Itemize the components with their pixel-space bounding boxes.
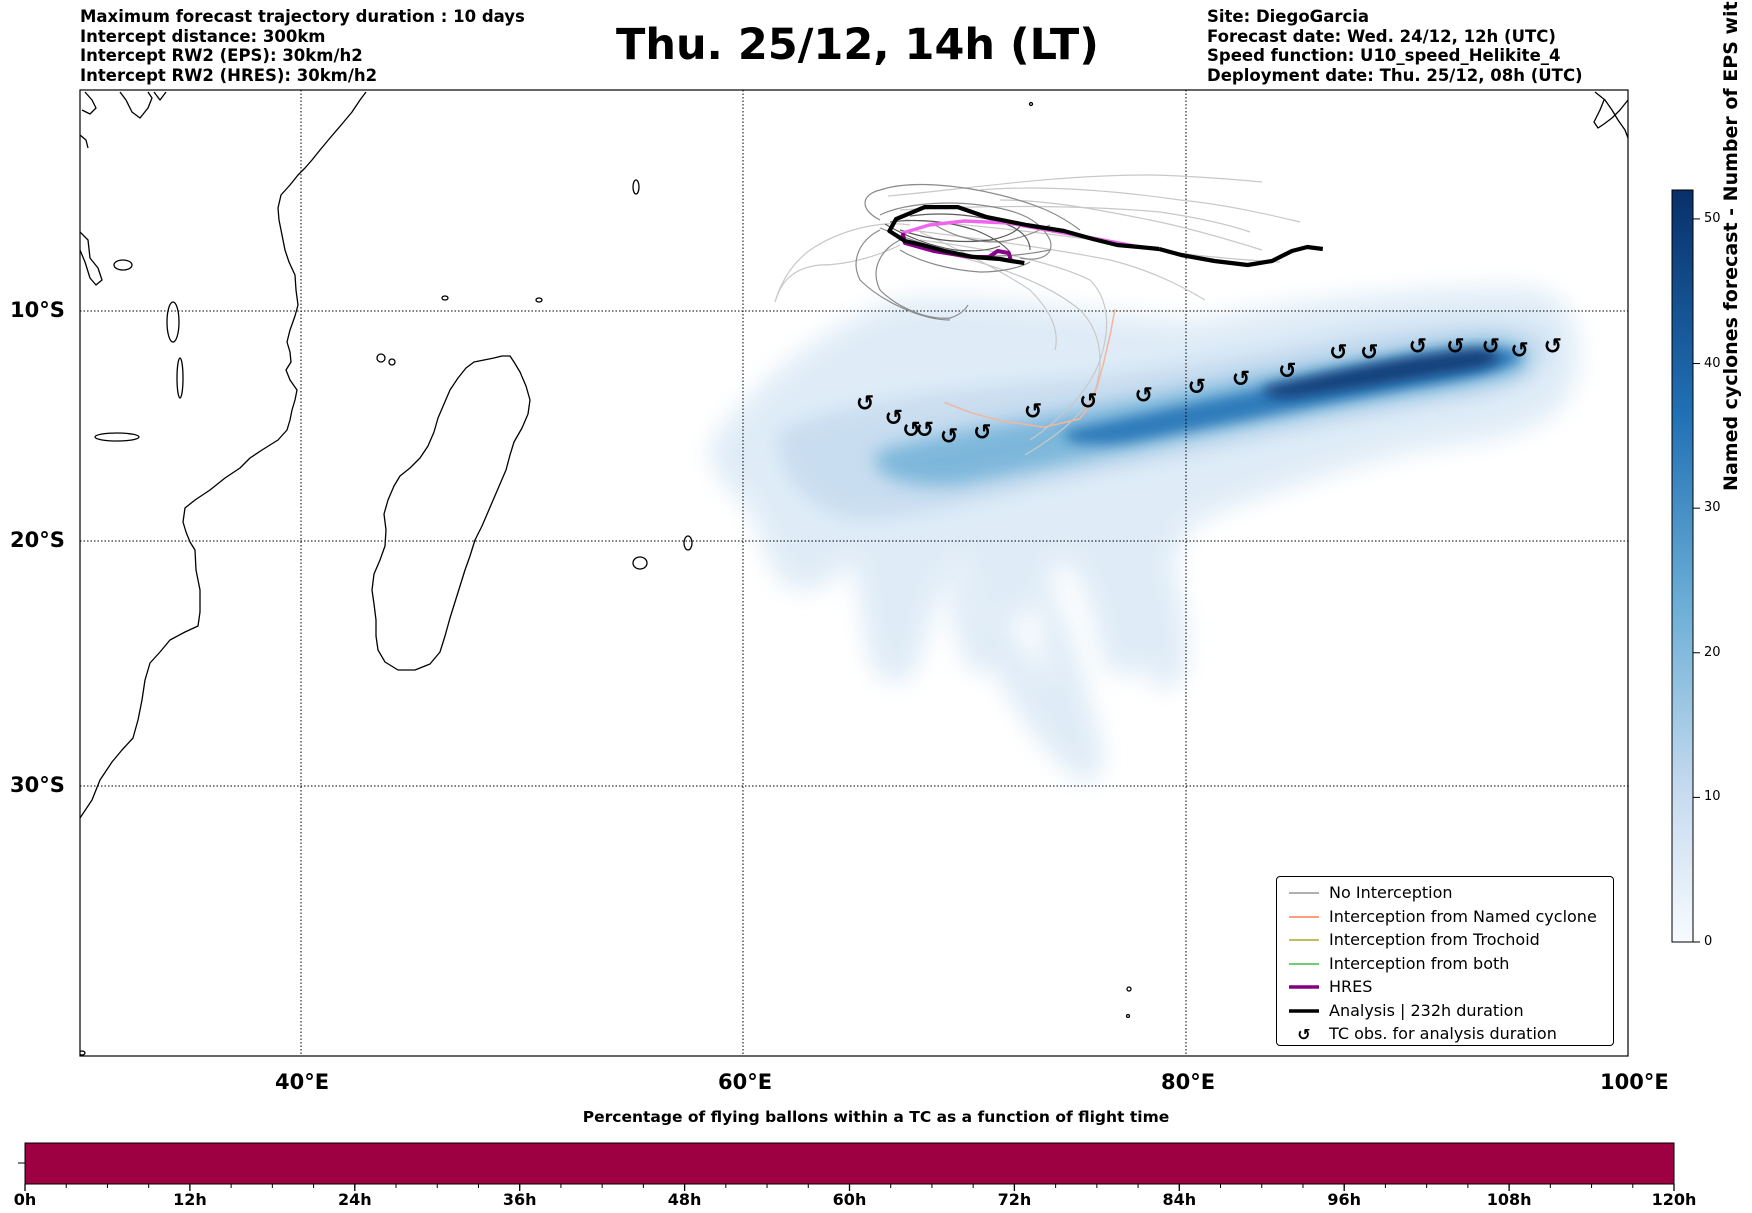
page-title: Thu. 25/12, 14h (LT): [616, 20, 1099, 70]
x-tick-80e: 80°E: [1161, 1070, 1216, 1094]
tc-observation-icon: ↺: [1134, 383, 1152, 408]
legend-item: Interception from both: [1277, 953, 1613, 976]
coastlines: [80, 91, 1628, 1056]
site-line: Speed function: U10_speed_Helikite_4: [1207, 46, 1561, 65]
tc-observation-icon: ↺: [1024, 400, 1042, 425]
madagascar-coastline: [371, 355, 531, 671]
site-line: Deployment date: Thu. 25/12, 08h (UTC): [1207, 65, 1583, 85]
param-line: Intercept RW2 (EPS): 30km/h2: [80, 46, 363, 65]
x-tick-60e: 60°E: [718, 1070, 773, 1094]
colorbar-tick-label: 30: [1704, 500, 1721, 516]
tc-observation-icon: ↺: [1278, 359, 1296, 384]
tc-observation-icon: ↺: [885, 406, 903, 431]
flight-time-tick-label: 120h: [1651, 1190, 1697, 1209]
tc-observation-icon: ↺: [1544, 335, 1562, 360]
legend-item: Interception from Named cyclone: [1277, 906, 1613, 929]
flight-time-tick-label: 48h: [667, 1190, 702, 1209]
analysis-track: [887, 205, 1160, 266]
legend-label: Interception from Trochoid: [1329, 930, 1540, 949]
flight-time-tick-label: 72h: [997, 1190, 1032, 1209]
tc-observation-icon: ↺: [916, 418, 934, 443]
flight-time-tick-label: 108h: [1486, 1190, 1532, 1209]
interception-track: [944, 308, 1116, 428]
tc-observation-icon: ↺: [1482, 335, 1500, 360]
legend-item: HRES: [1277, 976, 1613, 999]
flight-time-tick-label: 12h: [173, 1190, 207, 1209]
tc-observation-icon: ↺: [856, 392, 874, 417]
legend-item: ↺ TC obs. for analysis duration: [1277, 1023, 1613, 1046]
site-line: Forecast date: Wed. 24/12, 12h (UTC): [1207, 26, 1556, 46]
flight-time-tick-label: 60h: [832, 1190, 867, 1209]
flight-time-tick-label: 24h: [337, 1190, 372, 1209]
tc-observation-icon: ↺: [973, 420, 991, 445]
legend-label: Interception from Named cyclone: [1329, 906, 1597, 926]
colorbar-tick-label: 50: [1704, 210, 1721, 226]
colorbar-tick-label: 40: [1704, 355, 1721, 371]
forecast-parameters: Maximum forecast trajectory duration : 1…: [80, 7, 525, 85]
param-line: Intercept distance: 300km: [80, 26, 326, 46]
tc-observation-icon: ↺: [1360, 341, 1378, 366]
tc-observation-icon: ↺: [1409, 335, 1427, 360]
tc-observation-markers: ↺↺ ↺↺ ↺ ↺↺ ↺ ↺ ↺ ↺ ↺↺ ↺ ↺ ↺ ↺ ↺ ↺: [856, 335, 1562, 450]
map-frame: [79, 89, 1629, 1057]
tc-observation-icon: ↺: [1510, 339, 1528, 364]
tc-observation-icon: ↺: [940, 424, 958, 449]
site-info: Site: DiegoGarcia Forecast date: Wed. 24…: [1207, 7, 1583, 85]
param-line: Intercept RW2 (HRES): 30km/h2: [80, 65, 378, 85]
x-tick-40e: 40°E: [275, 1070, 330, 1094]
legend-item: Interception from Trochoid: [1277, 929, 1613, 952]
legend-label: Interception from both: [1329, 953, 1510, 973]
cyclone-symbol-icon: ↺: [1297, 1025, 1310, 1044]
graticule: [80, 90, 1628, 1056]
y-tick-30s: 30°S: [10, 773, 65, 797]
flight-time-title: Percentage of flying ballons within a TC…: [582, 1108, 1170, 1126]
flight-time-tick-label: 96h: [1327, 1190, 1362, 1209]
tc-observation-icon: ↺: [902, 418, 920, 443]
legend-label: HRES: [1329, 977, 1373, 996]
africa-coastline: [80, 91, 367, 819]
flight-time-tick-label: 84h: [1162, 1190, 1197, 1209]
cyclone-density-field: [709, 287, 1579, 782]
map-legend: No Interception Interception from Named …: [1276, 876, 1614, 1046]
tc-observation-icon: ↺: [1079, 390, 1097, 415]
tc-observation-icon: ↺: [1188, 375, 1206, 400]
tc-observation-icon: ↺: [1329, 341, 1347, 366]
site-line: Site: DiegoGarcia: [1207, 7, 1370, 26]
colorbar-tick-label: 20: [1704, 644, 1721, 660]
legend-label: No Interception: [1329, 883, 1453, 902]
density-colorbar: [1671, 189, 1700, 943]
param-line: Maximum forecast trajectory duration : 1…: [80, 7, 525, 26]
legend-label: Analysis | 232h duration: [1329, 1000, 1524, 1020]
analysis-track-east: [1158, 244, 1324, 268]
legend-item: No Interception: [1277, 882, 1613, 905]
legend-item: Analysis | 232h duration: [1277, 1000, 1613, 1023]
tc-observation-icon: ↺: [1232, 367, 1250, 392]
flight-time-bar: [18, 1142, 1675, 1191]
colorbar-title-text: Named cyclones forecast - Number of EPS …: [1720, 0, 1742, 491]
y-tick-20s: 20°S: [10, 528, 65, 552]
tc-observation-icon: ↺: [1446, 335, 1464, 360]
colorbar-tick-label: 10: [1704, 789, 1721, 805]
legend-label: TC obs. for analysis duration: [1329, 1024, 1557, 1043]
flight-time-tick-label: 36h: [502, 1190, 537, 1209]
y-tick-10s: 10°S: [10, 298, 65, 322]
x-tick-100e: 100°E: [1600, 1070, 1669, 1094]
colorbar-tick-label: 0: [1704, 934, 1713, 949]
flight-time-tick-label: 0h: [13, 1190, 37, 1209]
